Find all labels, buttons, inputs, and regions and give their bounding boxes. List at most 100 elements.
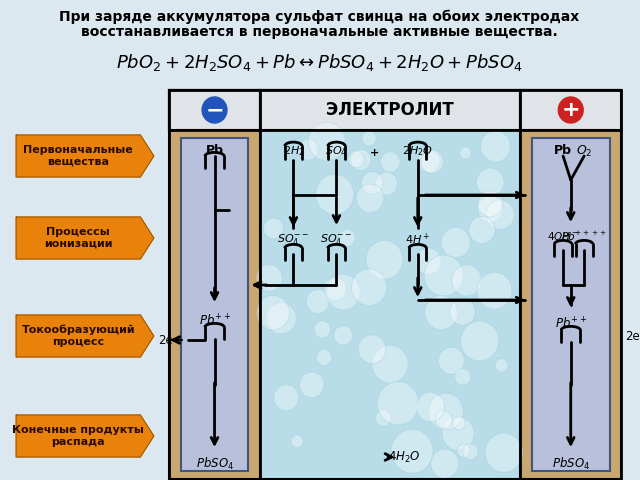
Circle shape <box>362 171 383 194</box>
Circle shape <box>358 335 386 364</box>
Circle shape <box>356 184 383 213</box>
Text: восстанавливается в первоначальные активные вещества.: восстанавливается в первоначальные актив… <box>81 25 557 39</box>
Bar <box>169 90 621 479</box>
Circle shape <box>454 369 470 385</box>
Circle shape <box>376 172 397 195</box>
Bar <box>520 90 621 130</box>
Text: $\mathit{PbO_2 + 2H_2SO_4 + Pb \leftrightarrow PbSO_4 + 2H_2O + PbSO_4}$: $\mathit{PbO_2 + 2H_2SO_4 + Pb \leftrigh… <box>116 52 522 73</box>
Text: 2e: 2e <box>625 331 640 344</box>
Circle shape <box>457 444 470 457</box>
Circle shape <box>476 168 504 197</box>
Circle shape <box>316 349 332 366</box>
Circle shape <box>438 348 464 374</box>
Polygon shape <box>16 135 154 177</box>
Circle shape <box>477 191 502 217</box>
Circle shape <box>202 97 227 123</box>
Circle shape <box>351 269 387 306</box>
Text: $PbSO_4$: $PbSO_4$ <box>552 456 589 472</box>
Circle shape <box>452 265 481 296</box>
Circle shape <box>380 152 400 172</box>
Circle shape <box>495 359 508 372</box>
Text: $SO_4^{--}$: $SO_4^{--}$ <box>321 232 353 247</box>
Circle shape <box>453 417 465 430</box>
Text: Токообразующий
процесс: Токообразующий процесс <box>22 325 135 347</box>
Text: $Pb^{++}$: $Pb^{++}$ <box>198 313 230 328</box>
Bar <box>260 130 520 479</box>
Bar <box>169 90 621 479</box>
Text: Конечные продукты
распада: Конечные продукты распада <box>12 425 144 447</box>
Circle shape <box>469 216 495 244</box>
Text: $4OH^-$: $4OH^-$ <box>547 230 579 242</box>
Bar <box>169 90 260 130</box>
Text: −: − <box>205 100 224 120</box>
Circle shape <box>326 274 360 310</box>
Circle shape <box>460 147 471 159</box>
Bar <box>180 138 248 471</box>
Circle shape <box>461 321 499 361</box>
Circle shape <box>308 122 345 161</box>
Circle shape <box>486 200 515 229</box>
Circle shape <box>558 97 583 123</box>
Circle shape <box>481 131 511 162</box>
Bar <box>532 138 610 471</box>
Circle shape <box>424 255 463 296</box>
Circle shape <box>431 449 459 478</box>
Text: Pb: Pb <box>205 144 223 157</box>
Circle shape <box>324 277 346 300</box>
Polygon shape <box>16 217 154 259</box>
Text: $Pb^{++++}$: $Pb^{++++}$ <box>561 230 607 243</box>
Text: +: + <box>370 148 380 158</box>
Circle shape <box>416 392 445 422</box>
Bar <box>169 90 621 130</box>
Text: $2H_2O$: $2H_2O$ <box>402 144 433 158</box>
Circle shape <box>435 411 452 428</box>
Circle shape <box>463 444 478 460</box>
Text: $Pb^{++}$: $Pb^{++}$ <box>555 316 587 331</box>
Circle shape <box>266 302 296 334</box>
Circle shape <box>372 345 408 383</box>
Circle shape <box>425 296 458 330</box>
Circle shape <box>257 296 290 330</box>
Text: ЭЛЕКТРОЛИТ: ЭЛЕКТРОЛИТ <box>326 101 454 119</box>
Text: 2e: 2e <box>158 334 173 347</box>
Text: $SO_4$: $SO_4$ <box>325 144 348 158</box>
Circle shape <box>348 151 364 168</box>
Text: Pb: Pb <box>554 144 572 157</box>
Circle shape <box>376 410 391 426</box>
Circle shape <box>316 174 354 215</box>
Text: $PbSO_4$: $PbSO_4$ <box>196 456 234 472</box>
Circle shape <box>418 149 440 173</box>
Circle shape <box>442 417 474 450</box>
Circle shape <box>274 384 299 411</box>
Circle shape <box>291 435 303 448</box>
Circle shape <box>334 325 353 345</box>
Circle shape <box>339 229 355 247</box>
Circle shape <box>378 382 419 425</box>
Circle shape <box>441 228 470 258</box>
Circle shape <box>485 433 522 472</box>
Text: При заряде аккумулятора сульфат свинца на обоих электродах: При заряде аккумулятора сульфат свинца н… <box>59 10 579 24</box>
Text: $O_2$: $O_2$ <box>576 144 593 159</box>
Text: $SO_4^{--}$: $SO_4^{--}$ <box>277 232 310 247</box>
Circle shape <box>429 393 463 430</box>
Bar <box>260 90 520 130</box>
Circle shape <box>257 264 282 291</box>
Circle shape <box>366 240 403 279</box>
Circle shape <box>264 218 284 239</box>
Circle shape <box>477 272 512 309</box>
Circle shape <box>351 149 371 170</box>
Text: $4H_2O$: $4H_2O$ <box>388 449 420 465</box>
Polygon shape <box>16 415 154 457</box>
Circle shape <box>421 150 444 174</box>
Circle shape <box>362 131 376 146</box>
Text: Первоначальные
вещества: Первоначальные вещества <box>24 145 133 167</box>
Circle shape <box>450 299 476 325</box>
Circle shape <box>300 372 324 397</box>
Text: $4H^+$: $4H^+$ <box>405 232 431 247</box>
Polygon shape <box>16 315 154 357</box>
Text: Процессы
ионизации: Процессы ионизации <box>44 227 113 249</box>
Circle shape <box>314 321 331 338</box>
Circle shape <box>477 196 503 222</box>
Circle shape <box>298 139 318 160</box>
Circle shape <box>391 429 433 473</box>
